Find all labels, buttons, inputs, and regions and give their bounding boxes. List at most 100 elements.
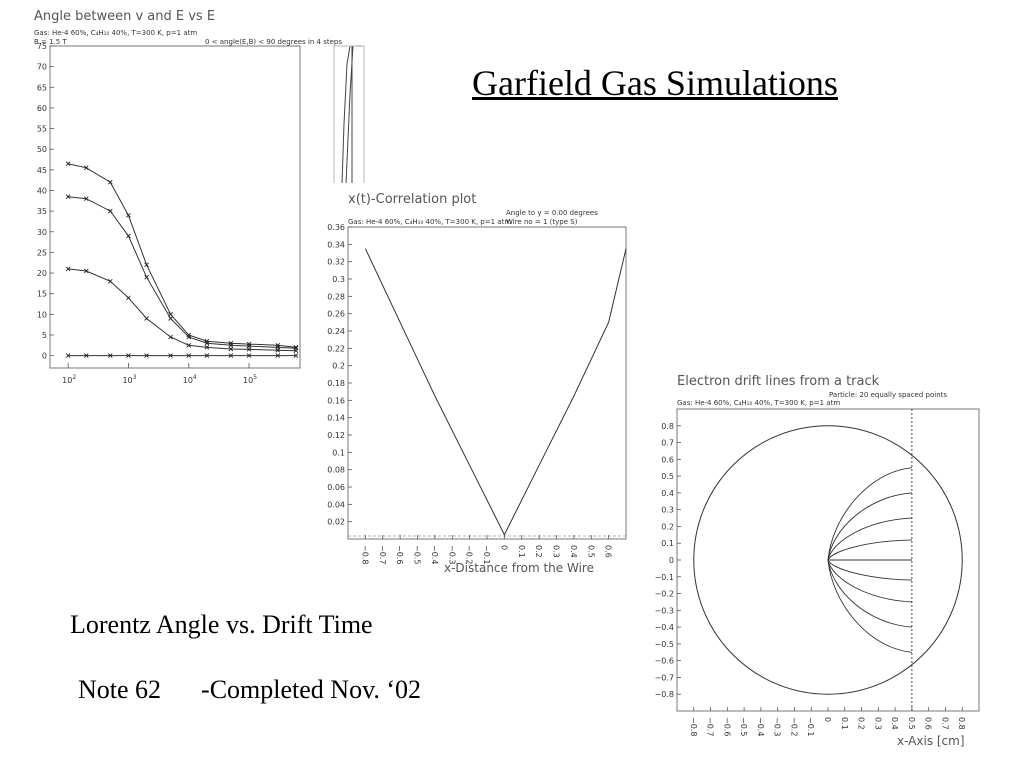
x-tick-label: 0.5	[907, 717, 916, 730]
y-tick-label: 60	[37, 104, 47, 113]
drift-line	[827, 559, 912, 581]
x-tick-label: −0.4	[756, 717, 765, 736]
data-point	[168, 334, 173, 340]
x-tick-label: 0.3	[552, 545, 561, 558]
y-tick-label: 0.1	[332, 448, 345, 457]
x-tick-label: 0.4	[569, 545, 578, 558]
chart-subtitle: Gas: He-4 60%, C₄H₁₀ 40%, T=300 K, p=1 a…	[677, 399, 840, 407]
y-tick-label: 10	[37, 310, 47, 319]
x-tick-label: 0.3	[873, 717, 882, 730]
data-point	[293, 348, 299, 353]
y-tick-label: 0.02	[327, 518, 345, 527]
data-point	[168, 353, 173, 358]
data-point	[186, 342, 192, 348]
y-tick-label: 0.06	[327, 483, 345, 492]
x-tick-label: 0	[499, 545, 508, 550]
x-tick-label: −0.7	[378, 545, 387, 564]
data-point	[107, 278, 113, 284]
y-tick-label: 0.2	[661, 522, 674, 531]
data-point	[275, 347, 281, 353]
caption-lorentz: Lorentz Angle vs. Drift Time	[70, 610, 373, 639]
chart-title: Angle between v and E vs E	[34, 9, 215, 24]
plot-frame	[49, 45, 301, 369]
y-tick-label: 35	[37, 207, 47, 216]
x-tick-label: −0.8	[689, 717, 698, 736]
y-tick-label: 0.32	[327, 258, 345, 267]
x-tick-label: 0.4	[890, 717, 899, 730]
y-tick-label: 0.6	[661, 455, 674, 464]
drift-line	[827, 559, 912, 653]
y-tick-label: 0	[669, 556, 674, 565]
x-tick-label: −0.3	[773, 717, 782, 736]
data-point	[186, 353, 192, 358]
data-point	[126, 212, 131, 218]
y-tick-label: 0.3	[332, 275, 345, 284]
drift-lines-chart: Electron drift lines from a track Partic…	[645, 365, 985, 750]
data-point	[246, 353, 252, 358]
y-tick-label: 75	[37, 42, 47, 51]
x-axis-label: x-Axis [cm]	[897, 734, 965, 748]
chart-title: Electron drift lines from a track	[677, 374, 880, 389]
y-tick-label: −0.8	[655, 690, 674, 699]
x-tick-label: 0.6	[604, 545, 613, 558]
y-tick-label: 0.14	[327, 414, 345, 423]
data-point	[204, 353, 210, 358]
x-tick-label: 104	[183, 374, 197, 385]
y-tick-label: 0.24	[327, 327, 345, 336]
drift-line	[827, 467, 912, 561]
y-tick-label: 0.5	[661, 472, 674, 481]
chart-meta-line: 0 < angle(E,B) < 90 degrees in 4 steps	[205, 38, 342, 46]
y-tick-label: 0.2	[332, 362, 345, 371]
drift-line	[827, 559, 912, 603]
y-tick-label: −0.3	[655, 606, 674, 615]
x-tick-label: −0.2	[789, 717, 798, 736]
data-point	[275, 353, 281, 358]
x-tick-label: −0.7	[706, 717, 715, 736]
y-tick-label: −0.4	[655, 623, 674, 632]
data-point	[228, 346, 234, 352]
y-tick-label: −0.2	[655, 590, 674, 599]
y-tick-label: 0.18	[327, 379, 345, 388]
data-point	[228, 353, 234, 358]
x-tick-label: −0.5	[739, 717, 748, 736]
data-point	[144, 353, 149, 358]
y-tick-label: 0.26	[327, 310, 345, 319]
data-point	[204, 345, 210, 350]
y-tick-label: 25	[37, 248, 47, 257]
y-tick-label: 0.34	[327, 240, 345, 249]
y-tick-label: −0.1	[655, 573, 674, 582]
note-status: -Completed Nov. ‘02	[201, 675, 422, 704]
x-tick-label: 0.1	[840, 717, 849, 730]
y-tick-label: 0.04	[327, 500, 345, 509]
y-tick-label: 30	[37, 228, 47, 237]
y-tick-label: 65	[37, 83, 47, 92]
data-point	[228, 342, 234, 348]
data-point	[83, 353, 89, 358]
y-tick-label: 15	[37, 290, 47, 299]
y-tick-label: −0.6	[655, 657, 674, 666]
y-tick-label: 0.8	[661, 422, 674, 431]
data-point	[186, 334, 192, 340]
y-tick-label: 45	[37, 166, 47, 175]
drift-line	[827, 559, 912, 628]
data-point	[126, 353, 131, 358]
y-tick-label: 5	[42, 331, 47, 340]
x-tick-label: 0.2	[857, 717, 866, 730]
data-point	[83, 268, 89, 274]
series-line	[68, 268, 297, 352]
note-label: Note 62	[78, 675, 162, 704]
plot-frame	[347, 226, 627, 540]
chart-meta-line: Wire no = 1 (type S)	[506, 218, 578, 226]
data-point	[83, 165, 89, 171]
series-line	[68, 163, 297, 348]
y-tick-label: 0.1	[661, 539, 674, 548]
drift-line	[827, 492, 912, 561]
slide-title: Garfield Gas Simulations	[472, 63, 838, 103]
chart-meta-line: B = 1.5 T	[34, 38, 67, 46]
y-tick-label: 0.22	[327, 344, 345, 353]
y-tick-label: 0.28	[327, 292, 345, 301]
y-tick-label: 40	[37, 186, 47, 195]
data-point	[107, 179, 113, 185]
data-point	[204, 340, 210, 346]
data-point	[144, 316, 149, 321]
